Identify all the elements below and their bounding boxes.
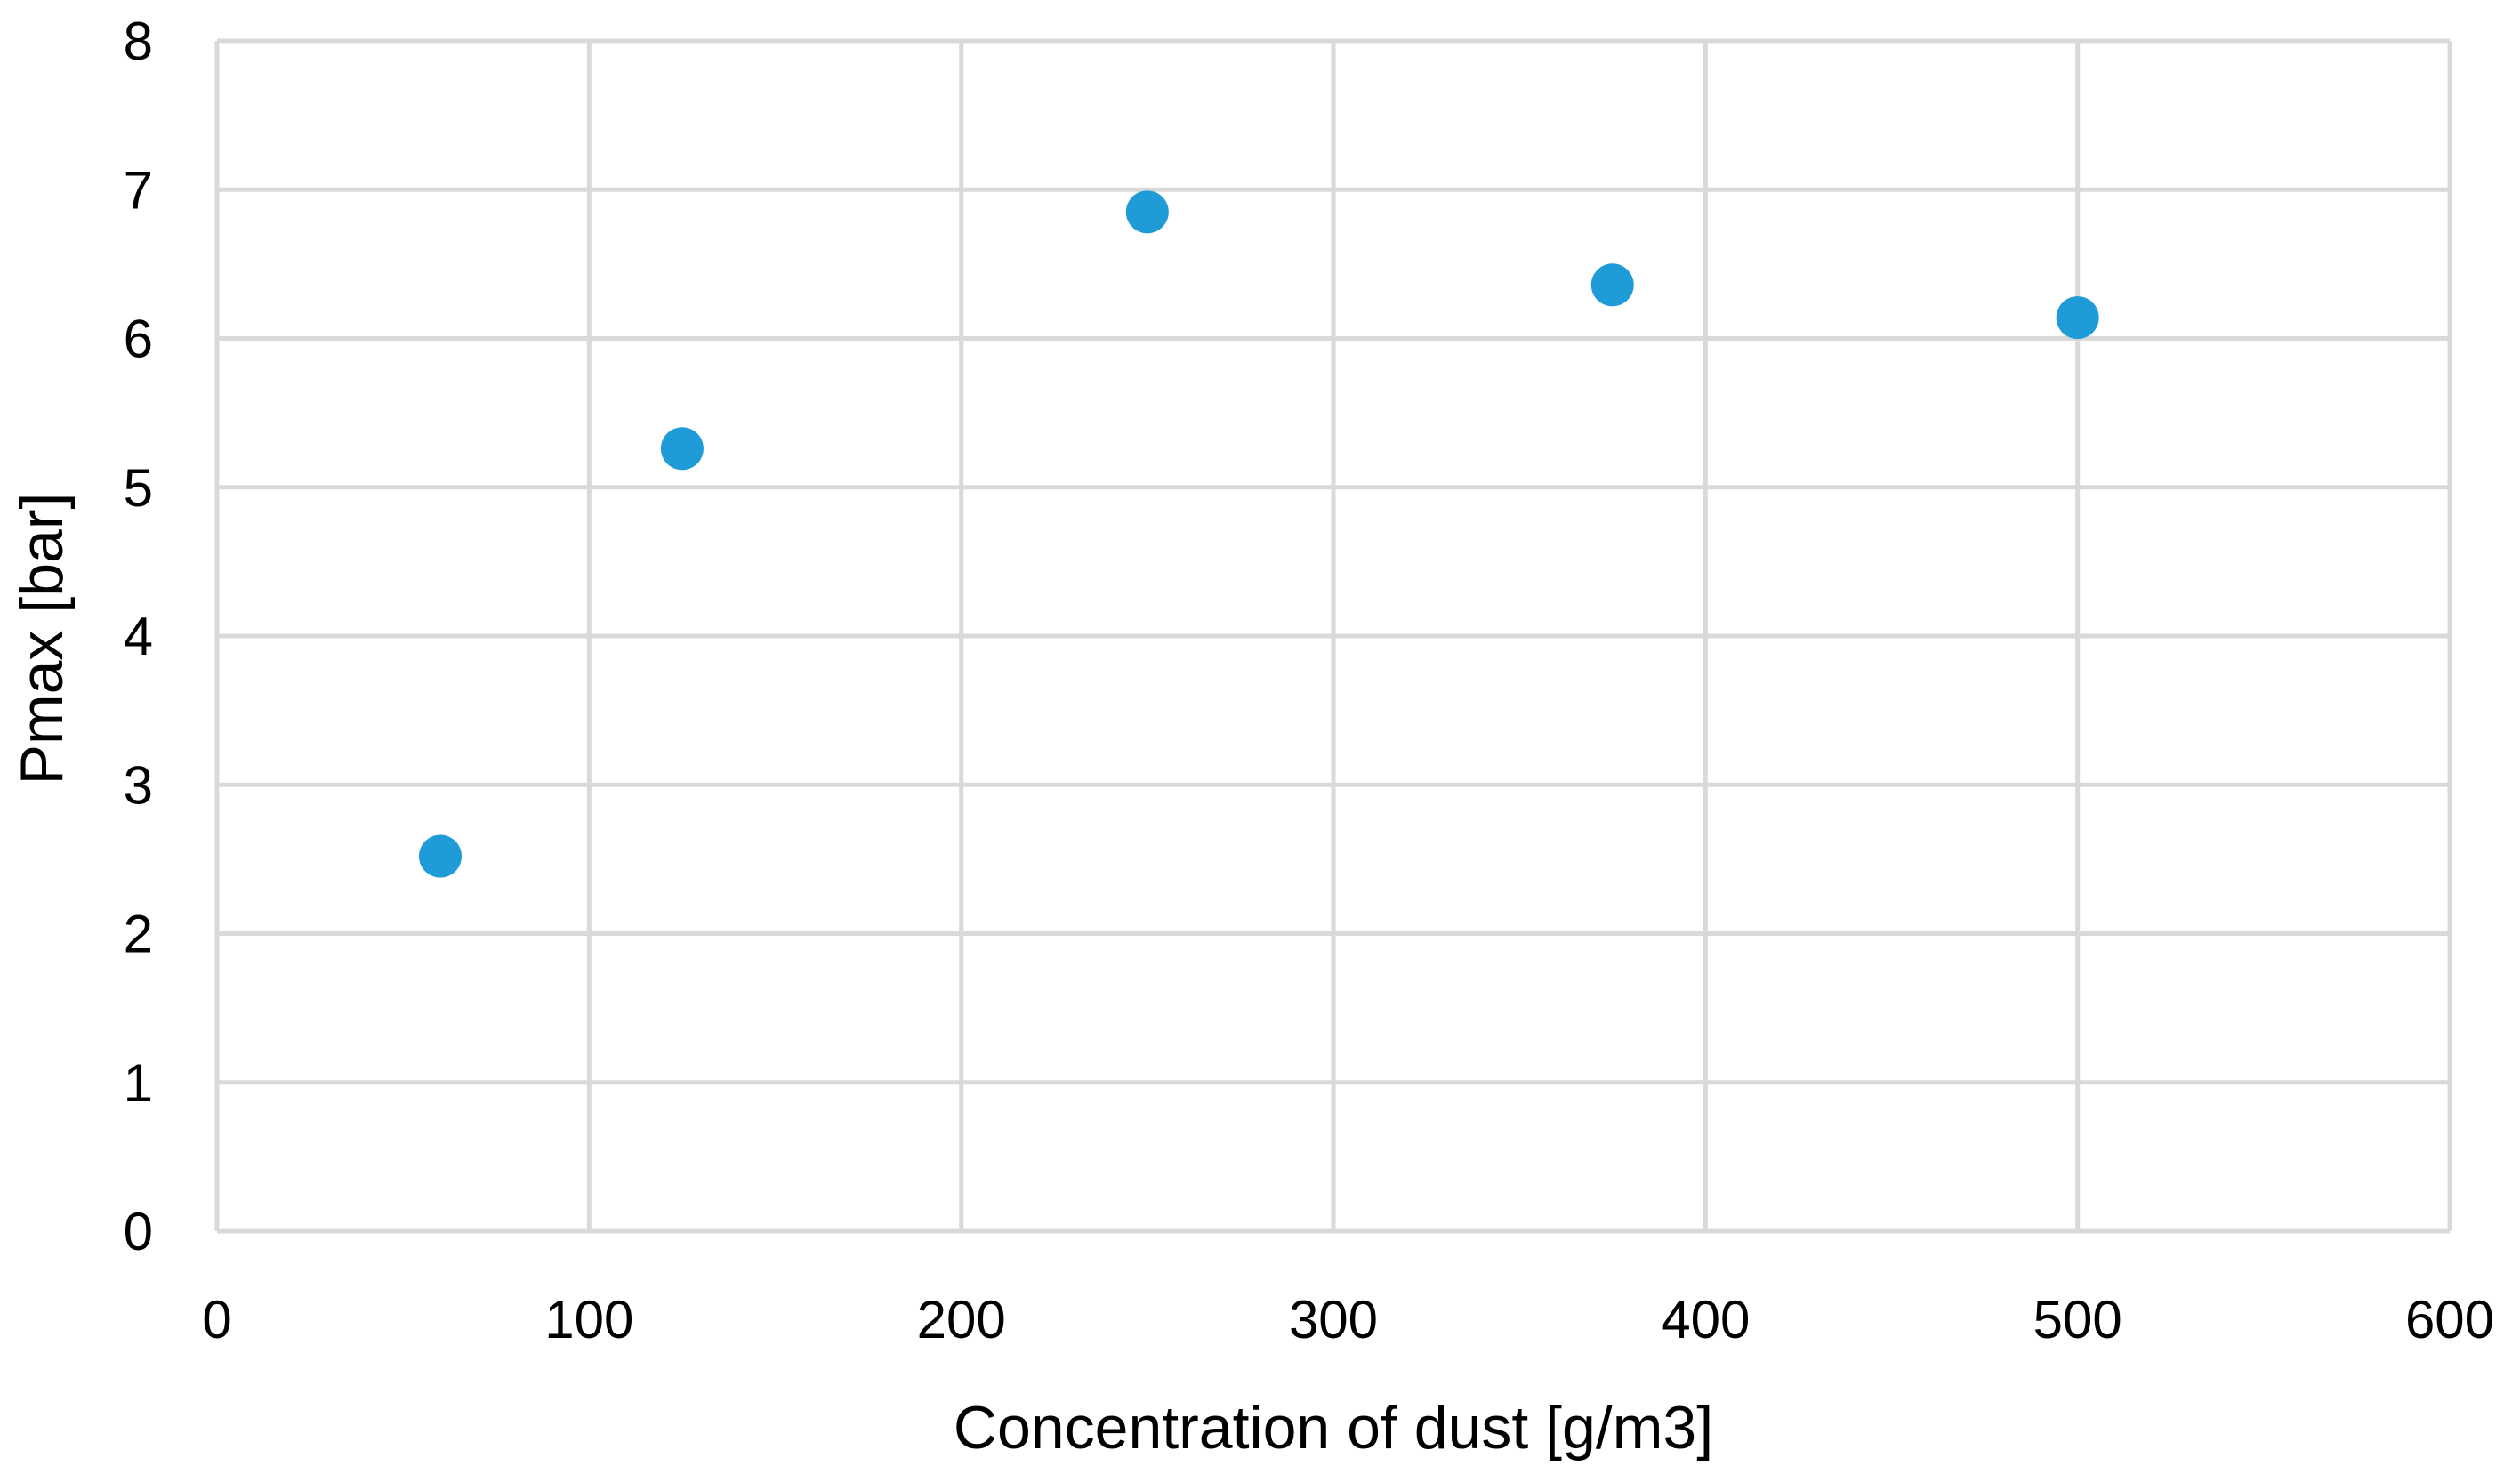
y-tick-label: 8 <box>124 12 153 71</box>
y-tick-label: 1 <box>124 1053 153 1113</box>
x-tick-label: 600 <box>2405 1290 2494 1349</box>
y-tick-label: 6 <box>124 310 153 369</box>
x-tick-label: 400 <box>1661 1290 1750 1349</box>
y-tick-label: 0 <box>124 1202 153 1261</box>
y-tick-label: 5 <box>124 458 153 518</box>
data-point <box>419 834 462 878</box>
y-tick-label: 4 <box>124 607 153 666</box>
data-point <box>660 427 704 471</box>
x-axis-title: Concentration of dust [g/m3] <box>954 1394 1713 1462</box>
x-tick-label: 300 <box>1289 1290 1378 1349</box>
y-tick-label: 3 <box>124 755 153 815</box>
grid-lines <box>214 38 2452 1234</box>
y-axis-tick-labels: 0 1 2 3 4 5 6 7 8 <box>124 12 153 1261</box>
x-tick-label: 100 <box>544 1290 633 1349</box>
y-tick-label: 7 <box>124 160 153 220</box>
x-tick-label: 500 <box>2033 1290 2122 1349</box>
x-tick-label: 0 <box>202 1290 231 1349</box>
y-axis-title: Pmax [bar] <box>8 493 76 785</box>
x-tick-label: 200 <box>917 1290 1006 1349</box>
data-point <box>1125 190 1169 234</box>
data-point <box>1590 263 1634 307</box>
data-points <box>419 190 2099 878</box>
y-tick-label: 2 <box>124 905 153 964</box>
data-point <box>2056 296 2099 340</box>
x-axis-tick-labels: 0 100 200 300 400 500 600 <box>202 1290 2494 1349</box>
